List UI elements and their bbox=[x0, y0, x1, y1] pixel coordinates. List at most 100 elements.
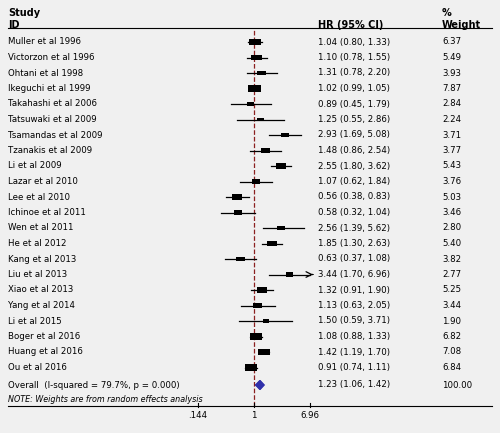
Text: 1.48 (0.86, 2.54): 1.48 (0.86, 2.54) bbox=[318, 146, 390, 155]
Text: 6.84: 6.84 bbox=[442, 363, 461, 372]
Text: 1.13 (0.63, 2.05): 1.13 (0.63, 2.05) bbox=[318, 301, 390, 310]
Bar bbox=[250, 39, 261, 45]
Bar bbox=[254, 303, 262, 308]
Bar bbox=[234, 210, 242, 215]
Text: 7.08: 7.08 bbox=[442, 348, 461, 356]
Text: 3.46: 3.46 bbox=[442, 208, 461, 217]
Text: Li et al 2009: Li et al 2009 bbox=[8, 162, 62, 171]
Text: %: % bbox=[442, 8, 452, 18]
Bar bbox=[278, 226, 285, 230]
Text: 3.71: 3.71 bbox=[442, 130, 461, 139]
Text: 1.10 (0.78, 1.55): 1.10 (0.78, 1.55) bbox=[318, 53, 390, 62]
Text: 2.55 (1.80, 3.62): 2.55 (1.80, 3.62) bbox=[318, 162, 390, 171]
Text: 0.91 (0.74, 1.11): 0.91 (0.74, 1.11) bbox=[318, 363, 390, 372]
Text: 1.85 (1.30, 2.63): 1.85 (1.30, 2.63) bbox=[318, 239, 390, 248]
Text: 2.84: 2.84 bbox=[442, 100, 461, 109]
Polygon shape bbox=[256, 381, 264, 390]
Text: 2.56 (1.39, 5.62): 2.56 (1.39, 5.62) bbox=[318, 223, 390, 233]
Bar bbox=[232, 194, 242, 200]
Bar bbox=[286, 272, 294, 277]
Text: Muller et al 1996: Muller et al 1996 bbox=[8, 38, 81, 46]
Bar bbox=[258, 71, 266, 75]
Text: 1.07 (0.62, 1.84): 1.07 (0.62, 1.84) bbox=[318, 177, 390, 186]
Text: 1.31 (0.78, 2.20): 1.31 (0.78, 2.20) bbox=[318, 68, 390, 78]
Text: Ichinoe et al 2011: Ichinoe et al 2011 bbox=[8, 208, 86, 217]
Text: 0.63 (0.37, 1.08): 0.63 (0.37, 1.08) bbox=[318, 255, 390, 264]
Bar bbox=[236, 257, 245, 262]
Bar bbox=[258, 349, 270, 355]
Text: Ikeguchi et al 1999: Ikeguchi et al 1999 bbox=[8, 84, 90, 93]
Text: 6.82: 6.82 bbox=[442, 332, 461, 341]
Text: 2.24: 2.24 bbox=[442, 115, 461, 124]
Text: Tatsuwaki et al 2009: Tatsuwaki et al 2009 bbox=[8, 115, 96, 124]
Text: 6.37: 6.37 bbox=[442, 38, 461, 46]
Text: Kang et al 2013: Kang et al 2013 bbox=[8, 255, 76, 264]
Text: 3.77: 3.77 bbox=[442, 146, 461, 155]
Text: Tzanakis et al 2009: Tzanakis et al 2009 bbox=[8, 146, 92, 155]
Text: 0.89 (0.45, 1.79): 0.89 (0.45, 1.79) bbox=[318, 100, 390, 109]
Bar bbox=[266, 241, 277, 246]
Bar bbox=[252, 179, 260, 184]
Text: Weight: Weight bbox=[442, 20, 481, 30]
Text: Huang et al 2016: Huang et al 2016 bbox=[8, 348, 83, 356]
Text: 5.49: 5.49 bbox=[442, 53, 461, 62]
Text: .144: .144 bbox=[188, 410, 208, 420]
Text: 0.56 (0.38, 0.83): 0.56 (0.38, 0.83) bbox=[318, 193, 390, 201]
Text: Study: Study bbox=[8, 8, 40, 18]
Text: 5.43: 5.43 bbox=[442, 162, 461, 171]
Text: 2.93 (1.69, 5.08): 2.93 (1.69, 5.08) bbox=[318, 130, 390, 139]
Text: 2.80: 2.80 bbox=[442, 223, 461, 233]
Text: Li et al 2015: Li et al 2015 bbox=[8, 317, 62, 326]
Bar bbox=[262, 319, 269, 323]
Text: 1.25 (0.55, 2.86): 1.25 (0.55, 2.86) bbox=[318, 115, 390, 124]
Text: HR (95% CI): HR (95% CI) bbox=[318, 20, 384, 30]
Text: 1: 1 bbox=[251, 410, 256, 420]
Text: Lee et al 2010: Lee et al 2010 bbox=[8, 193, 70, 201]
Text: 3.76: 3.76 bbox=[442, 177, 461, 186]
Bar bbox=[280, 132, 289, 137]
Text: 1.50 (0.59, 3.71): 1.50 (0.59, 3.71) bbox=[318, 317, 390, 326]
Text: 1.08 (0.88, 1.33): 1.08 (0.88, 1.33) bbox=[318, 332, 390, 341]
Text: 0.58 (0.32, 1.04): 0.58 (0.32, 1.04) bbox=[318, 208, 390, 217]
Text: 2.77: 2.77 bbox=[442, 270, 461, 279]
Text: 1.90: 1.90 bbox=[442, 317, 461, 326]
Text: Wen et al 2011: Wen et al 2011 bbox=[8, 223, 74, 233]
Text: Yang et al 2014: Yang et al 2014 bbox=[8, 301, 75, 310]
Text: 5.40: 5.40 bbox=[442, 239, 461, 248]
Text: 6.96: 6.96 bbox=[300, 410, 320, 420]
Text: 3.93: 3.93 bbox=[442, 68, 461, 78]
Text: Xiao et al 2013: Xiao et al 2013 bbox=[8, 285, 74, 294]
Text: 1.32 (0.91, 1.90): 1.32 (0.91, 1.90) bbox=[318, 285, 390, 294]
Text: 1.23 (1.06, 1.42): 1.23 (1.06, 1.42) bbox=[318, 381, 390, 390]
Text: Overall  (I-squared = 79.7%, p = 0.000): Overall (I-squared = 79.7%, p = 0.000) bbox=[8, 381, 180, 390]
Text: Ohtani et al 1998: Ohtani et al 1998 bbox=[8, 68, 83, 78]
Bar bbox=[246, 364, 257, 371]
Bar bbox=[250, 333, 262, 340]
Text: He et al 2012: He et al 2012 bbox=[8, 239, 66, 248]
Bar bbox=[252, 55, 262, 60]
Text: Boger et al 2016: Boger et al 2016 bbox=[8, 332, 80, 341]
Bar bbox=[248, 85, 261, 92]
Text: 5.25: 5.25 bbox=[442, 285, 461, 294]
Text: 3.44 (1.70, 6.96): 3.44 (1.70, 6.96) bbox=[318, 270, 390, 279]
Text: Ou et al 2016: Ou et al 2016 bbox=[8, 363, 67, 372]
Bar bbox=[276, 163, 286, 169]
Text: Lazar et al 2010: Lazar et al 2010 bbox=[8, 177, 78, 186]
Text: 3.82: 3.82 bbox=[442, 255, 461, 264]
Bar bbox=[257, 118, 264, 121]
Text: Victorzon et al 1996: Victorzon et al 1996 bbox=[8, 53, 94, 62]
Text: 100.00: 100.00 bbox=[442, 381, 472, 390]
Text: Liu et al 2013: Liu et al 2013 bbox=[8, 270, 67, 279]
Bar bbox=[261, 148, 270, 153]
Text: ID: ID bbox=[8, 20, 20, 30]
Bar bbox=[247, 102, 254, 106]
Text: NOTE: Weights are from random effects analysis: NOTE: Weights are from random effects an… bbox=[8, 395, 202, 404]
Text: Takahashi et al 2006: Takahashi et al 2006 bbox=[8, 100, 97, 109]
Text: 7.87: 7.87 bbox=[442, 84, 461, 93]
Text: 1.04 (0.80, 1.33): 1.04 (0.80, 1.33) bbox=[318, 38, 390, 46]
Text: 3.44: 3.44 bbox=[442, 301, 461, 310]
Text: 5.03: 5.03 bbox=[442, 193, 461, 201]
Text: Tsamandas et al 2009: Tsamandas et al 2009 bbox=[8, 130, 102, 139]
Text: 1.02 (0.99, 1.05): 1.02 (0.99, 1.05) bbox=[318, 84, 390, 93]
Bar bbox=[257, 287, 267, 293]
